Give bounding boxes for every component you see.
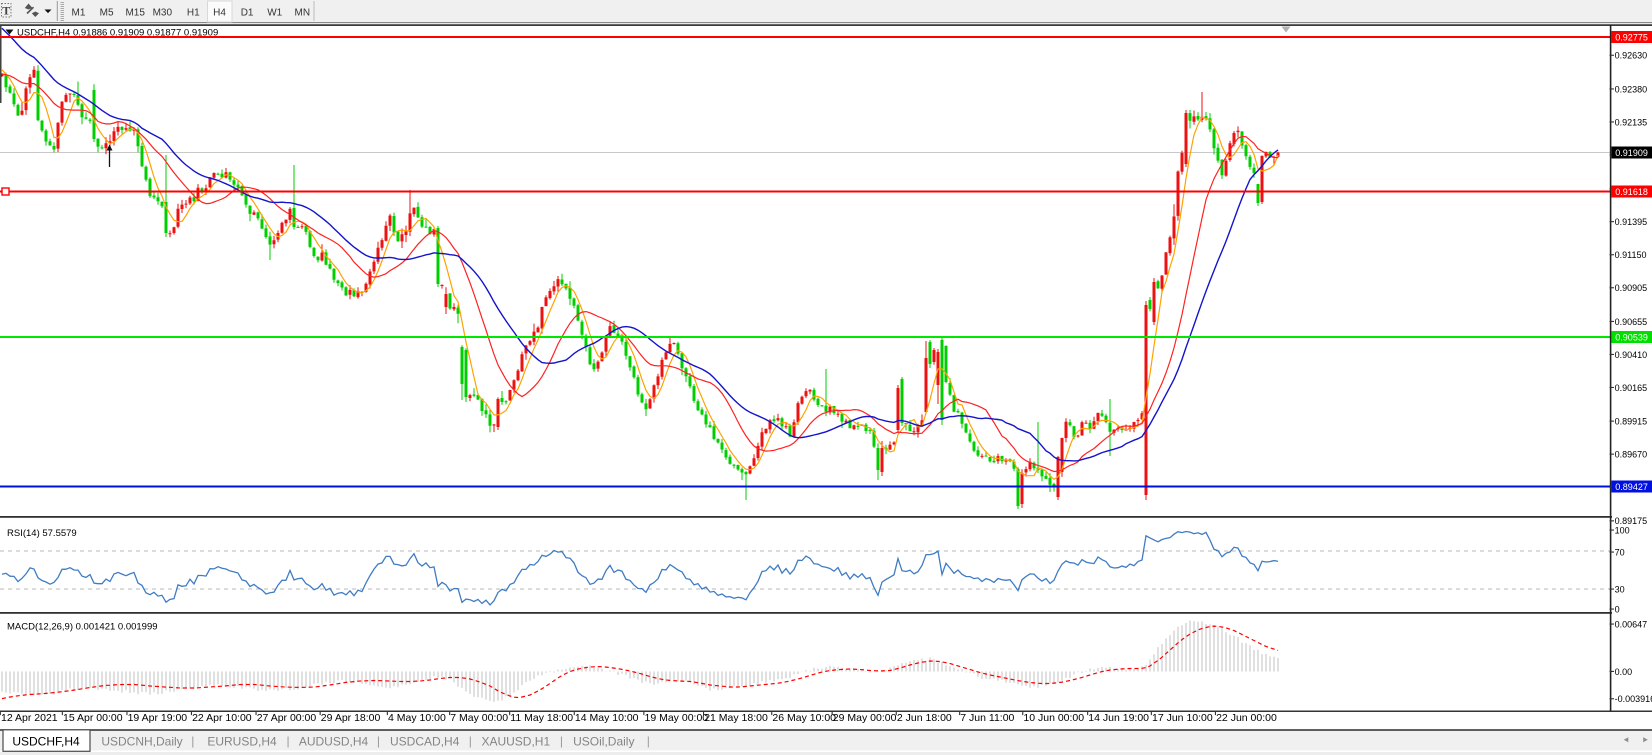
svg-text:M1: M1 (72, 8, 86, 19)
svg-text:0.91909: 0.91909 (1615, 148, 1648, 158)
svg-text:0.92135: 0.92135 (1615, 117, 1648, 127)
svg-text:-0.003916: -0.003916 (1615, 694, 1652, 704)
svg-text:2 Jun 18:00: 2 Jun 18:00 (897, 712, 952, 724)
svg-text:30: 30 (1615, 584, 1625, 594)
svg-text:EURUSD,H4: EURUSD,H4 (207, 734, 277, 748)
svg-text:|: | (560, 734, 563, 748)
svg-text:7 Jun 11:00: 7 Jun 11:00 (960, 712, 1014, 724)
svg-text:0.91150: 0.91150 (1615, 250, 1647, 260)
svg-text:USDCHF,H4 0.91886 0.91909 0.9: USDCHF,H4 0.91886 0.91909 0.91877 0.9190… (17, 27, 218, 38)
svg-text:D1: D1 (241, 8, 254, 19)
svg-text:0.90655: 0.90655 (1615, 317, 1648, 327)
svg-text:29 Apr 18:00: 29 Apr 18:00 (321, 712, 381, 724)
svg-text:USDCAD,H4: USDCAD,H4 (390, 734, 460, 748)
svg-text:MN: MN (295, 8, 311, 19)
svg-text:29 May 00:00: 29 May 00:00 (833, 712, 897, 724)
svg-text:7 May 00:00: 7 May 00:00 (450, 712, 508, 724)
svg-text:0.92775: 0.92775 (1615, 32, 1648, 42)
svg-text:0.89175: 0.89175 (1615, 516, 1648, 526)
svg-text:19 Apr 19:00: 19 Apr 19:00 (128, 712, 188, 724)
svg-text:17 Jun 10:00: 17 Jun 10:00 (1152, 712, 1213, 724)
svg-text:USOil,Daily: USOil,Daily (573, 734, 634, 748)
svg-text:M15: M15 (125, 8, 145, 19)
svg-text:USDCNH,Daily: USDCNH,Daily (101, 734, 182, 748)
svg-text:0.90165: 0.90165 (1615, 383, 1648, 393)
svg-text:W1: W1 (267, 8, 282, 19)
svg-text:|: | (377, 734, 380, 748)
svg-text:|: | (647, 734, 650, 748)
svg-text:0.90539: 0.90539 (1615, 332, 1648, 342)
svg-text:4 May 10:00: 4 May 10:00 (388, 712, 446, 724)
svg-text:21 May 18:00: 21 May 18:00 (704, 712, 768, 724)
svg-text:22 Jun 00:00: 22 Jun 00:00 (1216, 712, 1277, 724)
svg-text:100: 100 (1615, 525, 1630, 535)
svg-text:0.89427: 0.89427 (1615, 482, 1648, 492)
svg-text:USDCHF,H4: USDCHF,H4 (12, 734, 80, 748)
svg-text:0.89670: 0.89670 (1615, 450, 1648, 460)
svg-text:XAUUSD,H1: XAUUSD,H1 (481, 734, 550, 748)
svg-text:0.89915: 0.89915 (1615, 417, 1648, 427)
svg-text:15 Apr 00:00: 15 Apr 00:00 (63, 712, 123, 724)
svg-text:|: | (287, 734, 290, 748)
svg-text:0.92380: 0.92380 (1615, 84, 1648, 94)
svg-text:10 Jun 00:00: 10 Jun 00:00 (1023, 712, 1084, 724)
svg-text:0.90905: 0.90905 (1615, 283, 1648, 293)
svg-text:27 Apr 00:00: 27 Apr 00:00 (257, 712, 317, 724)
svg-text:RSI(14) 57.5579: RSI(14) 57.5579 (7, 528, 77, 539)
svg-text:0.91395: 0.91395 (1615, 217, 1648, 227)
svg-text:T: T (2, 4, 10, 18)
svg-text:0.90410: 0.90410 (1615, 350, 1648, 360)
svg-text:14 Jun 19:00: 14 Jun 19:00 (1088, 712, 1149, 724)
svg-text:26 May 10:00: 26 May 10:00 (772, 712, 836, 724)
svg-text:M30: M30 (153, 8, 173, 19)
svg-text:0.00647: 0.00647 (1615, 619, 1648, 629)
svg-text:M5: M5 (100, 8, 114, 19)
svg-text:0.91618: 0.91618 (1615, 187, 1648, 197)
svg-text:0: 0 (1615, 604, 1620, 614)
svg-text:14 May 10:00: 14 May 10:00 (575, 712, 639, 724)
svg-text:12 Apr 2021: 12 Apr 2021 (1, 712, 58, 724)
svg-text:22 Apr 10:00: 22 Apr 10:00 (192, 712, 252, 724)
svg-text:|: | (469, 734, 472, 748)
svg-text:AUDUSD,H4: AUDUSD,H4 (299, 734, 369, 748)
svg-text:MACD(12,26,9) 0.001421 0.00199: MACD(12,26,9) 0.001421 0.001999 (7, 622, 158, 633)
svg-text:0.00: 0.00 (1615, 667, 1633, 677)
svg-text:70: 70 (1615, 547, 1625, 557)
svg-text:19 May 00:00: 19 May 00:00 (645, 712, 709, 724)
svg-text:|: | (191, 734, 194, 748)
svg-text:H1: H1 (187, 8, 200, 19)
svg-text:H4: H4 (213, 8, 226, 19)
svg-text:11 May 18:00: 11 May 18:00 (510, 712, 573, 724)
svg-text:0.92630: 0.92630 (1615, 51, 1648, 61)
